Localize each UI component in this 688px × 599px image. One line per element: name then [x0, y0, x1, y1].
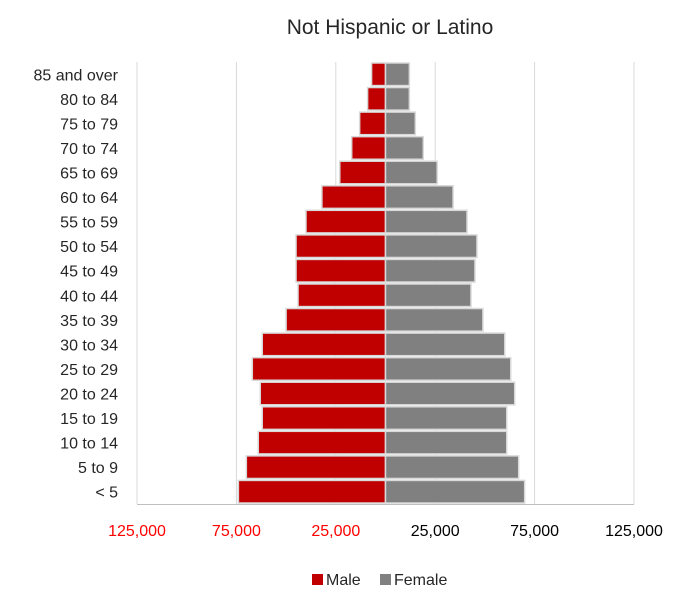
legend-swatch-female: [380, 574, 391, 585]
legend-item-female[interactable]: Female: [380, 572, 447, 589]
bar-female-35-to-39: [384, 307, 484, 332]
bar-female-85-and-over: [384, 62, 411, 87]
bar-male-65-to-69: [339, 160, 387, 185]
category-label-30-to-34: 30 to 34: [60, 337, 118, 354]
bar-male-5-to-9: [245, 455, 387, 480]
bar-male-30-to-34: [261, 332, 387, 357]
bar-female-60-to-64: [384, 185, 454, 210]
bar-male-40-to-44: [297, 283, 387, 308]
category-label-35-to-39: 35 to 39: [60, 313, 118, 330]
legend[interactable]: Male Female: [312, 572, 447, 589]
x-tick-label-pos-75000: 75,000: [510, 523, 559, 540]
bar-female-15-to-19: [384, 406, 508, 431]
bar-male-75-to-79: [358, 111, 387, 136]
x-tick-label-neg-75000: 75,000: [212, 523, 261, 540]
legend-label-female: Female: [394, 572, 447, 589]
bar-male-25-to-29: [251, 356, 387, 381]
bar-female-55-to-59: [384, 209, 468, 234]
bar-male-70-to-74: [350, 135, 387, 160]
bar-female-5-to-9: [384, 455, 520, 480]
category-label-80-to-84: 80 to 84: [60, 92, 118, 109]
x-tick-label-neg-25000: 25,000: [311, 523, 360, 540]
category-label-10-to-14: 10 to 14: [60, 436, 118, 453]
gridlines: [136, 62, 635, 504]
category-label-5: < 5: [95, 485, 118, 502]
category-label-55-to-59: 55 to 59: [60, 215, 118, 232]
bar-female-65-to-69: [384, 160, 438, 185]
category-label-65-to-69: 65 to 69: [60, 166, 118, 183]
bar-female-10-to-14: [384, 430, 508, 455]
bar-male-20-to-24: [259, 381, 387, 406]
bar-male-10-to-14: [257, 430, 387, 455]
bar-male-50-to-54: [295, 234, 387, 259]
bar-female-30-to-34: [384, 332, 506, 357]
category-label-75-to-79: 75 to 79: [60, 116, 118, 133]
category-label-45-to-49: 45 to 49: [60, 264, 118, 281]
bar-female-40-to-44: [384, 283, 472, 308]
bar-male-35-to-39: [285, 307, 387, 332]
bar-male-80-to-84: [366, 86, 387, 111]
bar-female-50-to-54: [384, 234, 478, 259]
category-label-50-to-54: 50 to 54: [60, 239, 118, 256]
bar-female-80-to-84: [384, 86, 411, 111]
category-label-85-and-over: 85 and over: [33, 67, 118, 84]
x-tick-label-pos-25000: 25,000: [411, 523, 460, 540]
category-label-25-to-29: 25 to 29: [60, 362, 118, 379]
bar-female-75-to-79: [384, 111, 417, 136]
bar-female-70-to-74: [384, 135, 425, 160]
category-label-70-to-74: 70 to 74: [60, 141, 118, 158]
category-label-15-to-19: 15 to 19: [60, 411, 118, 428]
bar-female-20-to-24: [384, 381, 516, 406]
bar-female-5: [384, 479, 526, 504]
category-label-40-to-44: 40 to 44: [60, 288, 118, 305]
bar-female-45-to-49: [384, 258, 476, 283]
category-label-60-to-64: 60 to 64: [60, 190, 118, 207]
bar-male-5: [237, 479, 387, 504]
bars: [237, 62, 526, 504]
x-tick-label-neg-125000: 125,000: [108, 523, 166, 540]
category-labels: < 5 5 to 9 10 to 14 15 to 19 20 to 24 25 to 2…: [33, 67, 118, 501]
bar-female-25-to-29: [384, 356, 512, 381]
x-tick-label-pos-125000: 125,000: [605, 523, 663, 540]
category-label-20-to-24: 20 to 24: [60, 387, 118, 404]
legend-label-male: Male: [326, 572, 361, 589]
bar-male-55-to-59: [305, 209, 387, 234]
tick-labels: 125,000 75,000 25,000 25,000 75,000 125,000: [108, 523, 663, 540]
bar-male-60-to-64: [321, 185, 387, 210]
legend-item-male[interactable]: Male: [312, 572, 361, 589]
bar-male-15-to-19: [261, 406, 387, 431]
legend-swatch-male: [312, 574, 323, 585]
category-label-5-to-9: 5 to 9: [78, 460, 118, 477]
chart-title: Not Hispanic or Latino: [287, 16, 494, 39]
bar-male-85-and-over: [370, 62, 387, 87]
bar-male-45-to-49: [295, 258, 387, 283]
